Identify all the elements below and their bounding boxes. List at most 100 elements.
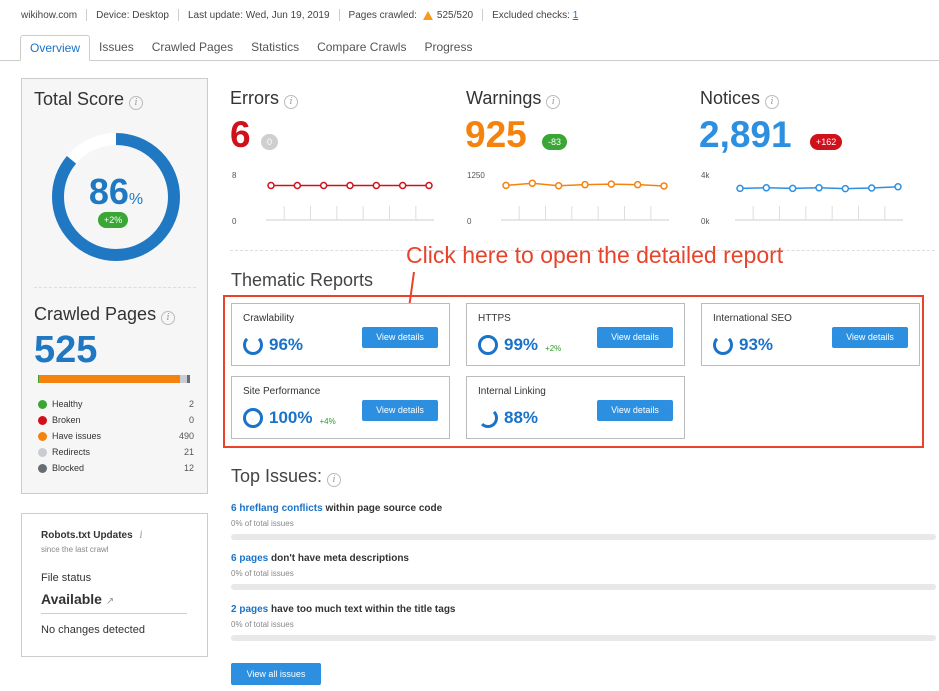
warnings-y-min-label: 0	[467, 217, 472, 226]
legend-row[interactable]: Blocked 12	[38, 460, 194, 476]
errors-count[interactable]: 6	[230, 114, 251, 155]
report-score: 99% +2%	[478, 335, 561, 355]
legend-row[interactable]: Broken 0	[38, 412, 194, 428]
tab-statistics[interactable]: Statistics	[251, 40, 300, 54]
tab-overview[interactable]: Overview	[20, 35, 91, 61]
notices-data-point	[736, 184, 744, 193]
warnings-count[interactable]: 925	[465, 114, 527, 155]
score-panel: Total Score i 86% +2% Crawled Pages i 52…	[21, 78, 208, 494]
warnings-data-point	[502, 181, 510, 190]
errors-data-point	[346, 181, 354, 190]
project-domain: wikihow.com	[21, 9, 78, 21]
view-details-button[interactable]: View details	[832, 327, 908, 348]
robots-changes: No changes detected	[41, 624, 145, 636]
issue-link[interactable]: 6 hreflang conflicts	[231, 503, 323, 514]
external-link-icon[interactable]: ↗	[105, 596, 115, 607]
file-status-label: File status	[41, 572, 92, 584]
view-all-issues-button[interactable]: View all issues	[231, 663, 321, 685]
info-icon[interactable]: i	[129, 96, 144, 110]
file-status-text: Available	[41, 591, 102, 607]
legend-label: Redirects	[52, 447, 91, 457]
crawl-bar-segment-redirects	[180, 375, 187, 383]
info-icon[interactable]: i	[161, 311, 176, 325]
robots-title: Robots.txt Updates i	[41, 530, 143, 541]
score-unit: %	[128, 191, 144, 208]
warnings-data-point	[528, 179, 537, 187]
top-issues-title-text: Top Issues:	[231, 466, 323, 486]
notices-data-point	[841, 184, 850, 193]
errors-data-point	[267, 181, 275, 190]
thematic-reports-highlight	[223, 295, 924, 448]
info-icon[interactable]: i	[139, 530, 143, 541]
issue-description: don't have meta descriptions	[268, 553, 409, 564]
legend-row[interactable]: Redirects 21	[38, 444, 194, 460]
issue-link[interactable]: 2 pages	[231, 604, 269, 615]
legend-label: Blocked	[52, 463, 85, 473]
warning-icon	[422, 10, 433, 20]
report-card-internal-linking: Internal Linking 88% View details	[466, 376, 685, 439]
issue-progress-bar	[231, 584, 936, 590]
pages-crawled-value: 525/520	[436, 9, 474, 21]
notices-data-point	[894, 183, 902, 191]
errors-title-text: Errors	[230, 88, 279, 108]
issue-title: 6 pages don't have meta descriptions	[231, 553, 936, 564]
view-details-button[interactable]: View details	[362, 327, 438, 348]
notices-y-max-label: 4k	[701, 171, 710, 180]
report-card-https: HTTPS 99% +2% View details	[466, 303, 685, 366]
progress-ring-icon	[713, 335, 733, 355]
notices-trend-chart: 4k 0k	[701, 171, 903, 226]
issue-link[interactable]: 6 pages	[231, 553, 269, 564]
report-percent: 93%	[739, 335, 774, 354]
robots-subtitle: since the last crawl	[41, 545, 109, 554]
score-donut	[52, 133, 180, 261]
robots-panel: Robots.txt Updates i since the last craw…	[21, 513, 208, 657]
excluded-checks-link[interactable]: 1	[572, 9, 579, 21]
notices-data-point	[788, 184, 797, 193]
last-update: Last update: Wed, Jun 19, 2019	[187, 9, 330, 21]
issue-item: 6 hreflang conflicts within page source …	[231, 503, 936, 540]
tab-crawled-pages[interactable]: Crawled Pages	[151, 40, 234, 54]
view-details-button[interactable]: View details	[362, 400, 438, 421]
report-percent: 99%	[504, 335, 539, 354]
divider	[34, 287, 196, 288]
robots-title-text: Robots.txt Updates	[41, 530, 133, 541]
tab-issues[interactable]: Issues	[99, 40, 134, 54]
tab-bar: Overview Issues Crawled Pages Statistics…	[20, 35, 481, 61]
warnings-data-point	[607, 180, 616, 188]
report-percent: 100%	[269, 408, 313, 427]
view-details-button[interactable]: View details	[597, 400, 673, 421]
tab-compare-crawls[interactable]: Compare Crawls	[317, 40, 407, 54]
legend-value: 12	[183, 463, 194, 473]
legend-value: 2	[188, 399, 194, 409]
report-name: HTTPS	[478, 313, 511, 324]
issue-item: 2 pages have too much text within the ti…	[231, 604, 936, 641]
info-icon[interactable]: i	[765, 95, 780, 109]
info-icon[interactable]: i	[284, 95, 299, 109]
legend-row[interactable]: Have issues 490	[38, 428, 194, 444]
tabs-baseline	[0, 60, 939, 61]
info-icon[interactable]: i	[327, 473, 342, 487]
report-delta: +4%	[319, 416, 336, 426]
report-name: Site Performance	[243, 386, 321, 397]
issue-share: 0% of total issues	[231, 519, 294, 528]
info-icon[interactable]: i	[546, 95, 561, 109]
view-details-button[interactable]: View details	[597, 327, 673, 348]
issue-title: 2 pages have too much text within the ti…	[231, 604, 936, 615]
crawled-pages-legend: Healthy 2 Broken 0 Have issues 490 Redirects 21…	[38, 396, 194, 476]
warnings-delta-badge: -83	[542, 134, 568, 150]
tab-progress[interactable]: Progress	[424, 40, 473, 54]
warnings-title-text: Warnings	[466, 88, 542, 108]
report-percent: 88%	[504, 408, 539, 427]
annotation-text: Click here to open the detailed report	[406, 242, 784, 268]
issue-progress-bar	[231, 534, 936, 540]
legend-value: 0	[188, 415, 194, 425]
warnings-y-max-label: 1250	[467, 171, 485, 180]
report-card-crawlability: Crawlability 96% View details	[231, 303, 450, 366]
warnings-data-point	[554, 182, 563, 190]
notices-count[interactable]: 2,891	[699, 114, 792, 155]
notices-widget: Notices i	[700, 88, 780, 109]
legend-row[interactable]: Healthy 2	[38, 396, 194, 412]
warnings-data-point	[581, 180, 589, 189]
issue-title: 6 hreflang conflicts within page source …	[231, 503, 936, 514]
legend-dot-icon	[38, 463, 47, 473]
